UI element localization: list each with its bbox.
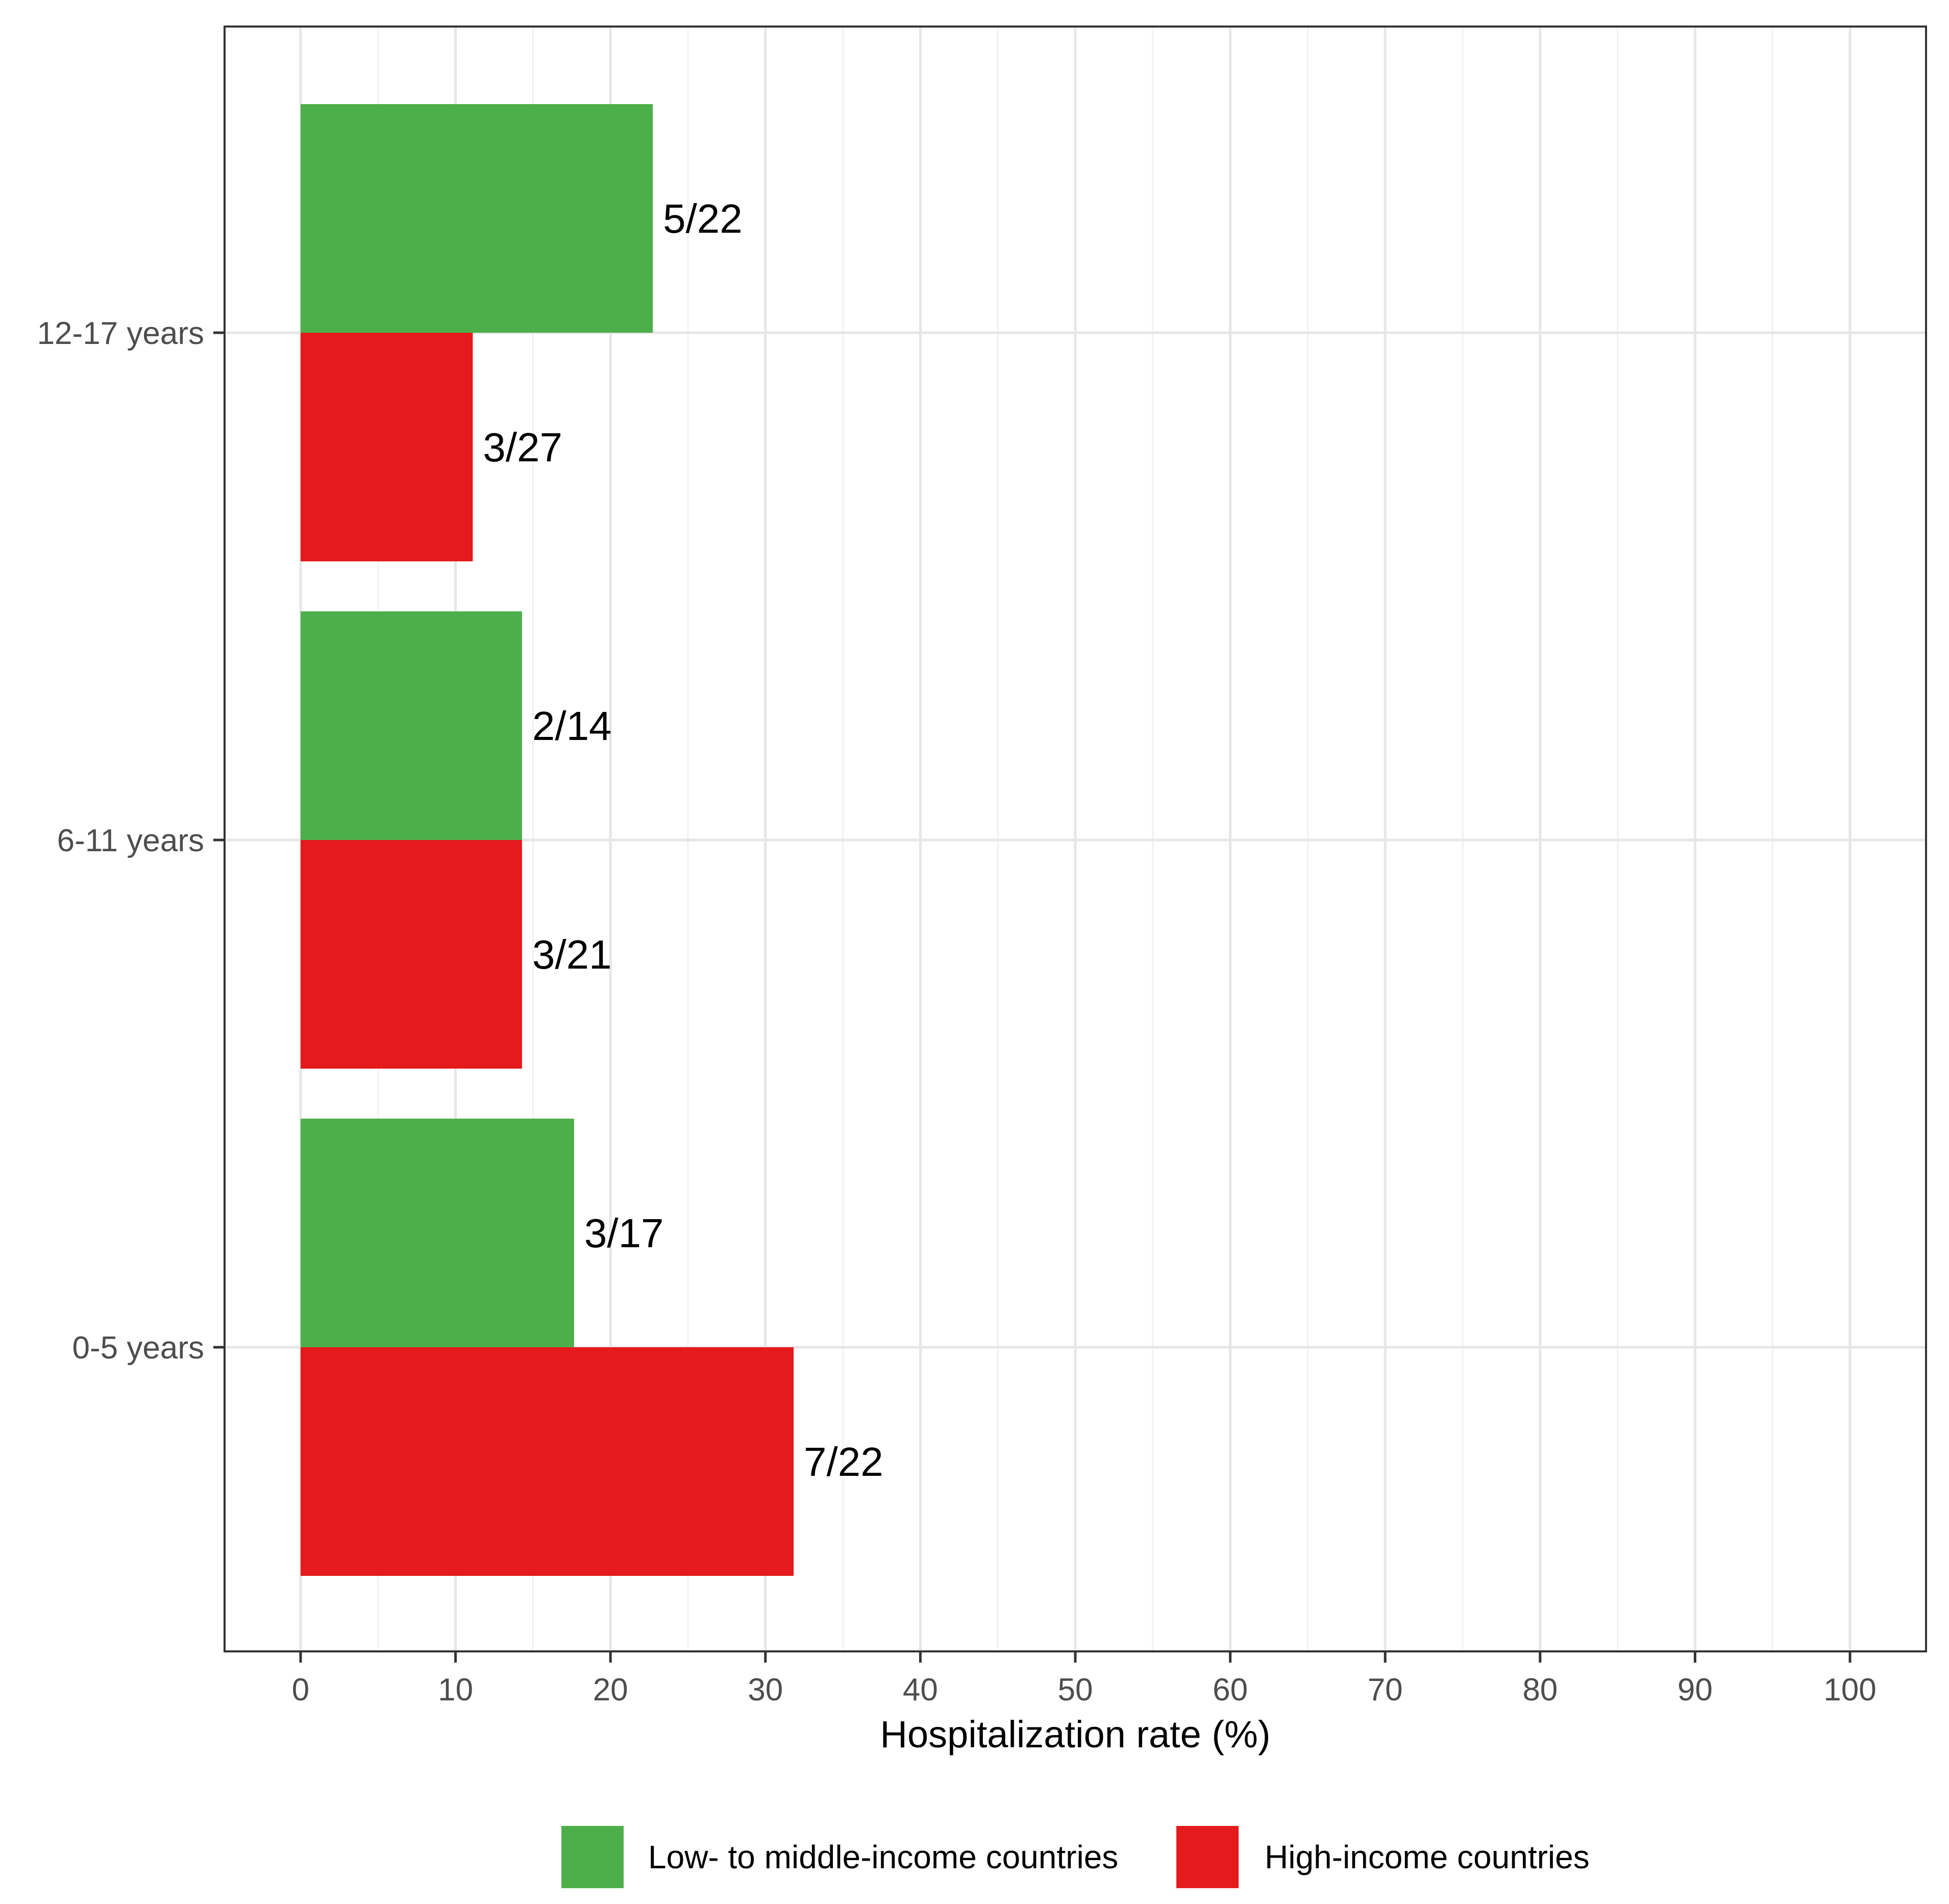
y-axis: 0-5 years 6-11 years 12-17 years xyxy=(37,316,225,1366)
bar-lmic-1 xyxy=(301,611,522,840)
bars xyxy=(301,104,794,1576)
x-tick-label: 50 xyxy=(1058,1672,1093,1708)
x-tick-label: 0 xyxy=(292,1672,309,1708)
bar-hic-2 xyxy=(301,333,473,561)
x-tick-label: 90 xyxy=(1677,1672,1713,1708)
x-tick-label: 30 xyxy=(748,1672,783,1708)
y-tick-label: 6-11 years xyxy=(57,823,204,858)
bar-hic-1 xyxy=(301,840,522,1069)
legend-key-hic xyxy=(1176,1826,1239,1888)
bar-label: 7/22 xyxy=(804,1439,883,1485)
x-tick-label: 70 xyxy=(1368,1672,1403,1708)
bar-label: 3/21 xyxy=(532,932,612,977)
bar-label: 2/14 xyxy=(532,703,612,749)
bar-label: 5/22 xyxy=(663,196,743,241)
x-axis: 0 10 20 30 40 50 60 70 80 90 100 xyxy=(292,1651,1877,1708)
legend-label: Low- to middle-income countries xyxy=(648,1839,1118,1875)
x-tick-label: 80 xyxy=(1522,1672,1558,1708)
legend-label: High-income countries xyxy=(1265,1839,1590,1875)
x-tick-label: 10 xyxy=(438,1672,473,1708)
bar-label: 3/27 xyxy=(483,425,562,470)
x-tick-label: 20 xyxy=(593,1672,628,1708)
x-tick-label: 60 xyxy=(1213,1672,1248,1708)
x-tick-label: 40 xyxy=(903,1672,938,1708)
bar-lmic-2 xyxy=(301,104,653,333)
legend: Low- to middle-income countries High-inco… xyxy=(561,1826,1590,1888)
legend-key-lmic xyxy=(561,1826,624,1888)
bar-label: 3/17 xyxy=(584,1210,664,1256)
y-tick-label: 0-5 years xyxy=(72,1330,204,1366)
x-tick-label: 100 xyxy=(1823,1672,1876,1708)
bar-labels: 3/17 7/22 2/14 3/21 5/22 3/27 xyxy=(483,196,883,1485)
y-tick-label: 12-17 years xyxy=(37,316,204,351)
grid-lines xyxy=(225,27,1926,1651)
bar-lmic-0 xyxy=(301,1119,574,1347)
bar-hic-0 xyxy=(301,1347,794,1576)
x-axis-title: Hospitalization rate (%) xyxy=(880,1713,1271,1755)
